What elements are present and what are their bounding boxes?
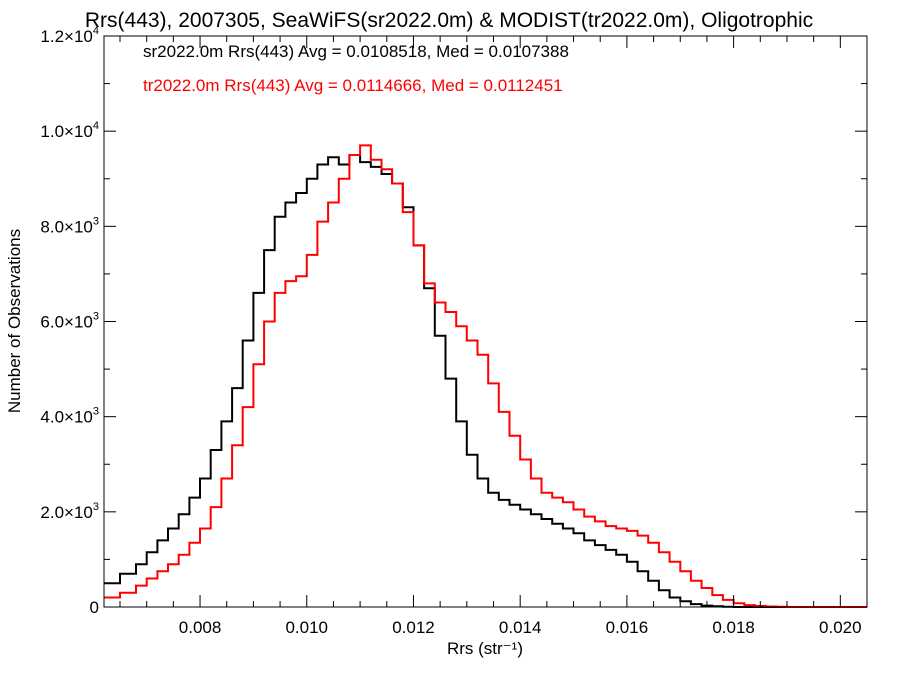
y-tick-label: 1.0×104 [40, 120, 99, 141]
plot-frame [103, 35, 868, 608]
x-tick-label: 0.014 [499, 618, 542, 637]
x-tick-label: 0.018 [712, 618, 755, 637]
legend-entry-tr2022: tr2022.0m Rrs(443) Avg = 0.0114666, Med … [143, 76, 563, 95]
series-line-sr2022 [104, 154, 867, 608]
y-tick-label: 2.0×103 [40, 501, 99, 522]
x-tick-label: 0.008 [179, 618, 222, 637]
x-tick-label: 0.010 [285, 618, 328, 637]
y-tick-label: 4.0×103 [40, 406, 99, 427]
series-line-tr2022 [104, 144, 867, 608]
y-tick-label: 8.0×103 [40, 215, 99, 236]
x-tick-label: 0.020 [819, 618, 862, 637]
y-tick-label: 1.2×104 [40, 25, 99, 46]
chart-title: Rrs(443), 2007305, SeaWiFS(sr2022.0m) & … [85, 9, 813, 32]
x-tick-label: 0.012 [392, 618, 435, 637]
y-tick-label: 0 [90, 598, 99, 617]
legend-entry-sr2022: sr2022.0m Rrs(443) Avg = 0.0108518, Med … [143, 42, 569, 61]
y-tick-label: 6.0×103 [40, 311, 99, 332]
x-axis-label: Rrs (str⁻¹) [447, 639, 523, 658]
x-tick-label: 0.016 [606, 618, 649, 637]
y-axis-label: Number of Observations [5, 229, 24, 413]
